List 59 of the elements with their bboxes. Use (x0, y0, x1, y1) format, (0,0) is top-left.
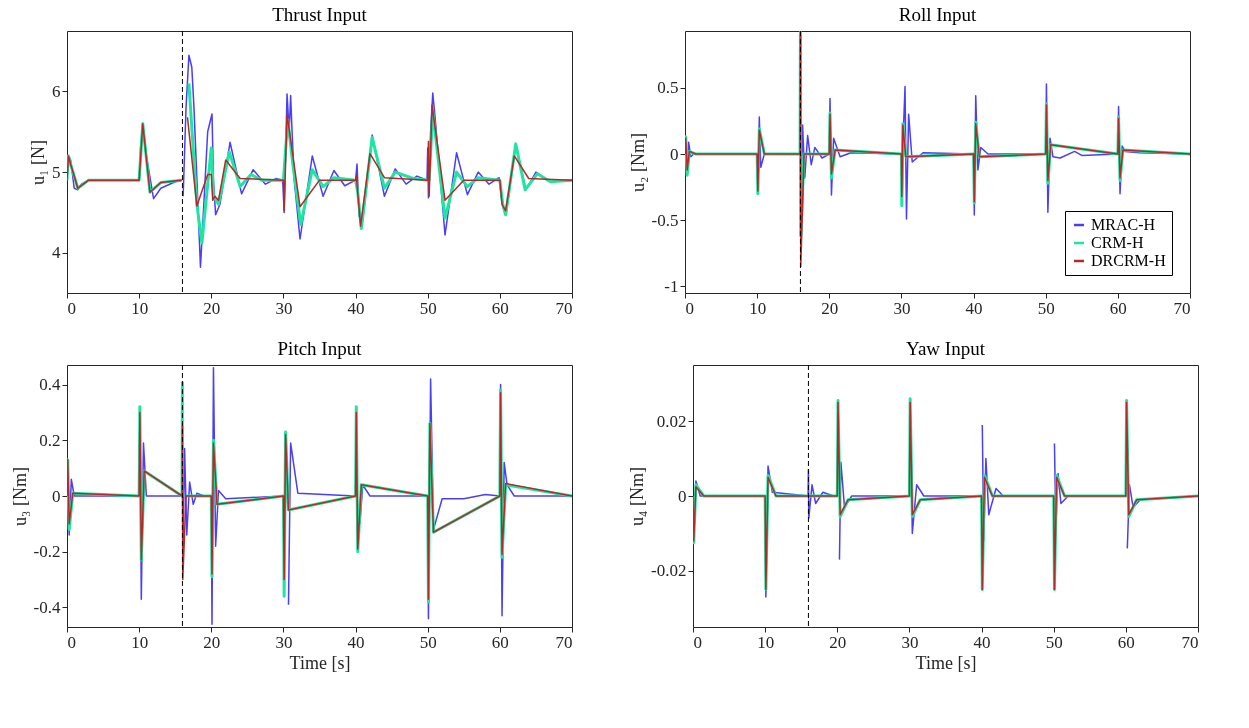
chart-title: Thrust Input (272, 3, 368, 25)
x-tick-label: 10 (131, 298, 149, 318)
x-tick-label: 70 (1181, 632, 1199, 652)
x-tick-label: 70 (555, 632, 573, 652)
y-tick-label: -0.5 (651, 210, 679, 230)
chart-title: Roll Input (898, 3, 978, 25)
x-tick-label: 30 (901, 632, 919, 652)
chart-title: Pitch Input (277, 337, 363, 359)
x-tick-label: 20 (203, 632, 221, 652)
legend-label: DRCRM-H (1091, 252, 1167, 269)
x-tick-label: 40 (347, 298, 365, 318)
x-tick-label: 40 (347, 632, 365, 652)
x-tick-label: 40 (965, 298, 983, 318)
y-tick-label: 0 (52, 486, 61, 506)
y-tick-label: 4 (52, 243, 61, 263)
y-tick-label: 5 (52, 162, 61, 182)
x-tick-label: 10 (749, 298, 767, 318)
x-tick-label: 30 (275, 298, 293, 318)
x-tick-label: 50 (419, 298, 437, 318)
x-tick-label: 60 (1109, 298, 1127, 318)
x-tick-label: 20 (829, 632, 847, 652)
y-tick-label: -0.02 (651, 561, 687, 581)
x-tick-label: 0 (693, 632, 702, 652)
y-tick-label: 0.2 (39, 430, 61, 450)
x-tick-label: 20 (821, 298, 839, 318)
x-tick-label: 40 (973, 632, 991, 652)
x-tick-label: 70 (555, 298, 573, 318)
y-tick-label: 0 (670, 144, 679, 164)
y-tick-label: 0.4 (39, 375, 61, 395)
y-axis-title: u₃ [Nm] (9, 467, 30, 526)
y-tick-label: -1 (664, 276, 679, 296)
x-tick-label: 60 (1117, 632, 1135, 652)
x-axis-title: Time [s] (289, 652, 351, 673)
x-tick-label: 30 (275, 632, 293, 652)
x-tick-label: 30 (893, 298, 911, 318)
y-tick-label: 0 (678, 486, 687, 506)
x-tick-label: 60 (491, 632, 509, 652)
y-axis-title: u₁ [N] (28, 140, 48, 185)
x-tick-label: 50 (1045, 632, 1063, 652)
y-tick-label: 6 (52, 81, 61, 101)
x-tick-label: 70 (1173, 298, 1191, 318)
y-tick-label: 0.5 (657, 78, 679, 98)
x-tick-label: 50 (419, 632, 437, 652)
x-tick-label: 0 (67, 298, 76, 318)
legend-label: MRAC-H (1091, 216, 1156, 233)
x-tick-label: 20 (203, 298, 221, 318)
y-tick-label: -0.2 (33, 542, 61, 562)
x-tick-label: 0 (67, 632, 76, 652)
x-tick-label: 10 (131, 632, 149, 652)
y-axis-title: u₄ [Nm] (627, 467, 648, 526)
y-tick-label: 0.02 (656, 411, 687, 431)
y-tick-label: -0.4 (33, 597, 61, 617)
x-axis-title: Time [s] (915, 652, 977, 673)
x-tick-label: 60 (491, 298, 509, 318)
legend-label: CRM-H (1091, 234, 1144, 251)
chart-title: Yaw Input (906, 337, 986, 359)
y-axis-title: u₂ [Nm] (627, 133, 648, 192)
x-tick-label: 50 (1037, 298, 1055, 318)
x-tick-label: 10 (757, 632, 775, 652)
